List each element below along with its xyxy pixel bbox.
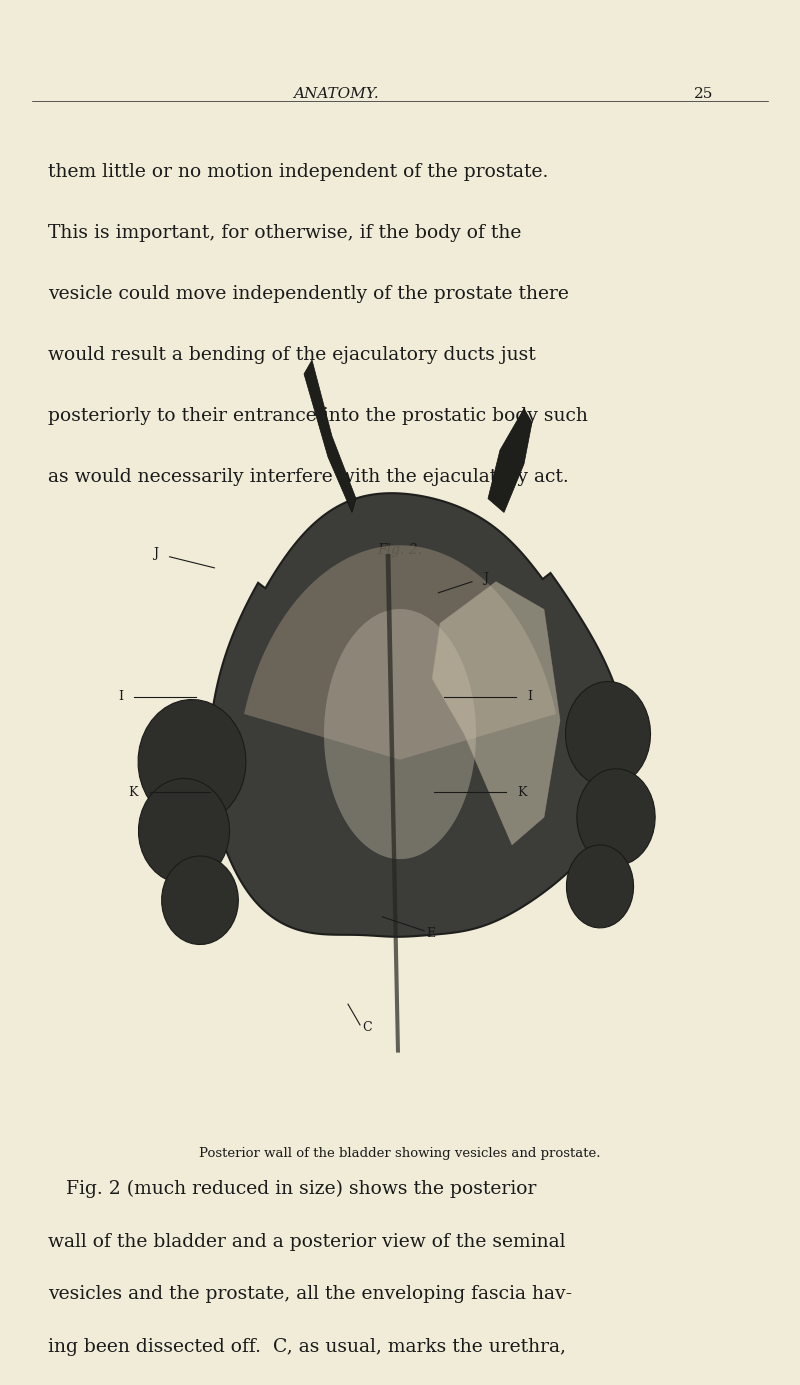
Text: ing been dissected off.  C, as usual, marks the urethra,: ing been dissected off. C, as usual, mar… bbox=[48, 1338, 566, 1356]
Text: I: I bbox=[527, 690, 532, 704]
Polygon shape bbox=[324, 609, 476, 859]
Polygon shape bbox=[566, 845, 634, 928]
Text: J: J bbox=[483, 572, 488, 586]
Text: This is important, for otherwise, if the body of the: This is important, for otherwise, if the… bbox=[48, 224, 522, 242]
Polygon shape bbox=[488, 409, 532, 512]
Text: Fig. 2.: Fig. 2. bbox=[378, 543, 422, 557]
Polygon shape bbox=[206, 493, 629, 936]
Text: posteriorly to their entrance into the prostatic body such: posteriorly to their entrance into the p… bbox=[48, 407, 588, 425]
Polygon shape bbox=[304, 360, 356, 512]
Text: Posterior wall of the bladder showing vesicles and prostate.: Posterior wall of the bladder showing ve… bbox=[199, 1147, 601, 1159]
Text: C: C bbox=[362, 1021, 372, 1035]
Text: K: K bbox=[128, 785, 138, 799]
Text: 25: 25 bbox=[694, 87, 714, 101]
Polygon shape bbox=[577, 769, 655, 866]
Text: wall of the bladder and a posterior view of the seminal: wall of the bladder and a posterior view… bbox=[48, 1233, 566, 1251]
Text: E: E bbox=[426, 927, 435, 940]
Text: Fig. 2 (much reduced in size) shows the posterior: Fig. 2 (much reduced in size) shows the … bbox=[48, 1180, 536, 1198]
Polygon shape bbox=[386, 554, 400, 1053]
Polygon shape bbox=[138, 699, 246, 824]
Text: ANATOMY.: ANATOMY. bbox=[293, 87, 379, 101]
Text: would result a bending of the ejaculatory ducts just: would result a bending of the ejaculator… bbox=[48, 346, 536, 364]
Text: K: K bbox=[517, 785, 526, 799]
Polygon shape bbox=[244, 546, 556, 759]
Text: I: I bbox=[118, 690, 123, 704]
Text: vesicle could move independently of the prostate there: vesicle could move independently of the … bbox=[48, 285, 569, 303]
Polygon shape bbox=[432, 582, 560, 845]
Text: J: J bbox=[154, 547, 158, 561]
Text: vesicles and the prostate, all the enveloping fascia hav-: vesicles and the prostate, all the envel… bbox=[48, 1285, 572, 1303]
Polygon shape bbox=[162, 856, 238, 945]
Polygon shape bbox=[566, 681, 650, 787]
Polygon shape bbox=[138, 778, 230, 884]
Text: them little or no motion independent of the prostate.: them little or no motion independent of … bbox=[48, 163, 548, 181]
Text: as would necessarily interfere with the ejaculatory act.: as would necessarily interfere with the … bbox=[48, 468, 569, 486]
